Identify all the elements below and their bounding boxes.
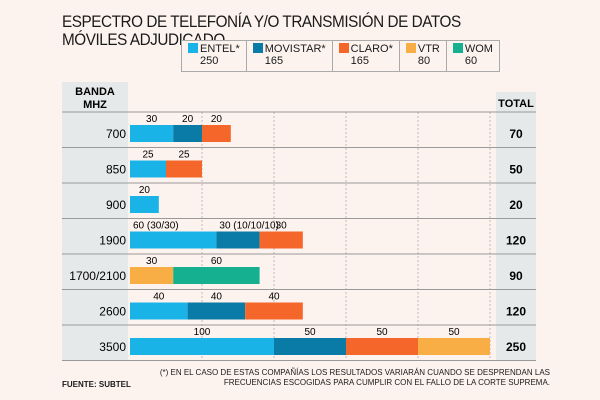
data-label: 20 bbox=[139, 185, 151, 196]
category-label: 900 bbox=[106, 198, 126, 212]
data-label: 25 bbox=[178, 150, 190, 161]
total-value: 50 bbox=[509, 163, 523, 177]
data-label: 100 bbox=[194, 327, 211, 338]
legend: ENTEL* 250 MOVISTAR* 165 CLARO* 165 VTR 80 WOM 60 bbox=[181, 40, 500, 72]
bar-segment bbox=[418, 338, 490, 355]
total-column bbox=[496, 92, 536, 361]
legend-total: 165 bbox=[350, 55, 370, 67]
legend-label: VTR bbox=[417, 43, 440, 55]
data-label: 20 bbox=[182, 114, 194, 125]
category-label: 700 bbox=[106, 127, 126, 141]
bar-segment bbox=[130, 125, 174, 142]
bar-segment bbox=[130, 338, 274, 355]
bar-segment bbox=[346, 338, 418, 355]
category-label: 850 bbox=[106, 163, 126, 177]
legend-label: MOVISTAR* bbox=[264, 43, 326, 55]
total-value: 90 bbox=[509, 269, 523, 283]
bar-segment bbox=[274, 338, 346, 355]
row-header-unit: MHZ bbox=[83, 99, 107, 111]
category-label: 2600 bbox=[99, 305, 126, 319]
total-value: 120 bbox=[506, 305, 526, 319]
bar-segment bbox=[173, 267, 260, 284]
bar-segment bbox=[130, 160, 166, 178]
bar-segment bbox=[130, 267, 174, 284]
data-label: 40 bbox=[268, 292, 280, 303]
bar-segment bbox=[130, 196, 159, 213]
data-label: 50 bbox=[304, 327, 316, 338]
footnote: (*) EN EL CASO DE ESTAS COMPAÑÍAS LOS RE… bbox=[159, 368, 550, 387]
category-label: 1900 bbox=[99, 234, 126, 248]
bar-segment bbox=[245, 302, 303, 320]
category-label: 1700/2100 bbox=[69, 269, 126, 283]
legend-item: CLARO* 165 bbox=[333, 41, 400, 71]
legend-item: VTR 80 bbox=[400, 41, 447, 71]
legend-item: ENTEL* 250 bbox=[182, 41, 247, 71]
label-column bbox=[62, 82, 128, 361]
data-label: 20 bbox=[211, 114, 223, 125]
legend-swatch bbox=[188, 43, 198, 53]
total-value: 70 bbox=[509, 127, 523, 141]
bar-segment bbox=[130, 302, 188, 320]
data-label: 60 (30/30) bbox=[133, 221, 179, 232]
legend-swatch bbox=[405, 43, 416, 53]
legend-total: 80 bbox=[417, 55, 431, 67]
data-label: 40 bbox=[153, 292, 165, 303]
legend-label: ENTEL* bbox=[200, 43, 240, 55]
bar-segment bbox=[187, 302, 246, 320]
legend-swatch bbox=[338, 43, 349, 53]
data-label: 30 bbox=[276, 221, 288, 232]
data-label: 30 bbox=[146, 256, 158, 267]
data-label: 60 bbox=[211, 256, 223, 267]
legend-swatch bbox=[452, 43, 463, 53]
bar-segment bbox=[173, 125, 202, 142]
bar-segment bbox=[130, 231, 217, 249]
data-label: 25 bbox=[142, 150, 154, 161]
data-label: 50 bbox=[376, 327, 388, 338]
data-label: 40 bbox=[211, 292, 223, 303]
row-header: BANDA bbox=[75, 86, 115, 98]
bar-segment bbox=[202, 125, 231, 142]
total-header: TOTAL bbox=[498, 98, 534, 110]
legend-total: 250 bbox=[200, 55, 219, 67]
data-label: 50 bbox=[448, 327, 460, 338]
bar-segment bbox=[216, 231, 260, 249]
data-label: 30 bbox=[146, 114, 158, 125]
bar-segment bbox=[166, 160, 202, 178]
legend-item: MOVISTAR* 165 bbox=[247, 41, 333, 71]
category-label: 3500 bbox=[99, 340, 126, 354]
legend-label: WOM bbox=[464, 43, 493, 55]
legend-swatch bbox=[252, 43, 263, 53]
total-value: 250 bbox=[506, 340, 526, 354]
legend-item: WOM 60 bbox=[447, 41, 499, 71]
bar-segment bbox=[259, 231, 303, 249]
legend-total: 165 bbox=[264, 55, 284, 67]
data-label: 30 (10/10/10) bbox=[219, 221, 279, 232]
total-value: 20 bbox=[509, 198, 523, 212]
source: FUENTE: SUBTEL bbox=[62, 380, 131, 389]
legend-total: 60 bbox=[464, 55, 478, 67]
total-value: 120 bbox=[506, 234, 526, 248]
legend-label: CLARO* bbox=[350, 43, 393, 55]
